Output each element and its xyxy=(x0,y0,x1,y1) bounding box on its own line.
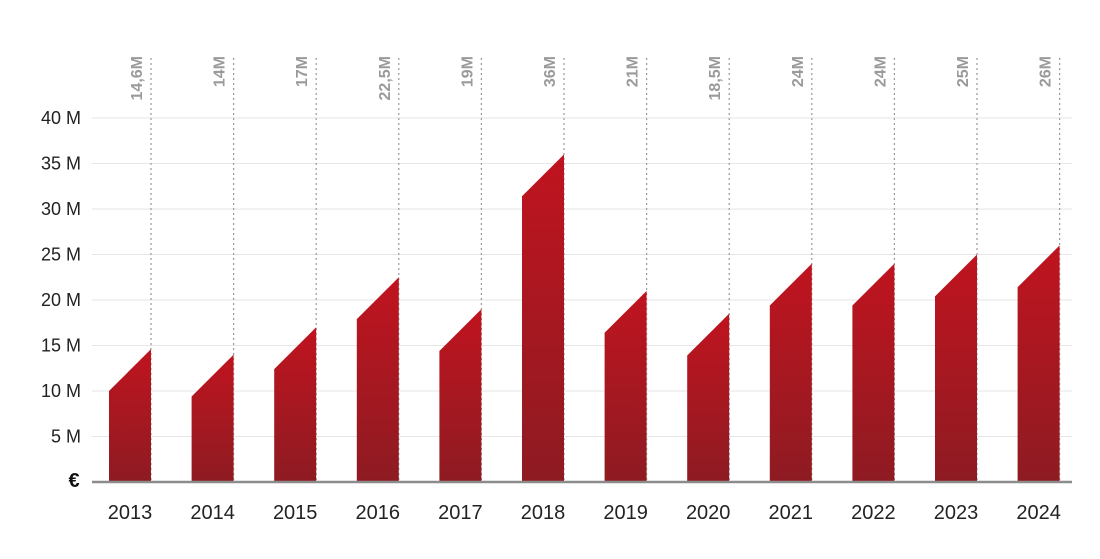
y-tick-label: 10 M xyxy=(41,381,81,401)
bar xyxy=(522,154,564,482)
x-tick-label: 2024 xyxy=(1016,502,1061,524)
y-tick-label: 5 M xyxy=(51,427,81,447)
x-axis-ticks: 2013 2014 2015 2016 2017 2018 2019 2020 2021 2022… xyxy=(108,502,1061,524)
x-tick-label: 2022 xyxy=(851,502,896,524)
bar xyxy=(109,349,151,482)
y-tick-label: 30 M xyxy=(41,199,81,219)
bars xyxy=(109,154,1060,482)
x-tick-label: 2017 xyxy=(438,502,483,524)
x-tick-label: 2015 xyxy=(273,502,318,524)
data-label: 18,5M xyxy=(707,56,724,100)
x-tick-label: 2023 xyxy=(934,502,979,524)
x-tick-label: 2021 xyxy=(769,502,814,524)
x-tick-label: 2013 xyxy=(108,502,153,524)
y-tick-label: 20 M xyxy=(41,290,81,310)
bar xyxy=(274,327,317,482)
bar xyxy=(935,254,977,482)
data-label: 19M xyxy=(459,56,476,87)
data-label: 24M xyxy=(790,56,807,87)
data-label: 21M xyxy=(625,56,642,87)
bar xyxy=(852,263,895,482)
bar xyxy=(191,354,234,482)
data-label: 14,6M xyxy=(129,56,146,100)
currency-unit-label: € xyxy=(68,470,79,492)
bar xyxy=(439,309,482,482)
data-label: 26M xyxy=(1038,56,1055,87)
bar xyxy=(1017,245,1060,482)
y-tick-label: 35 M xyxy=(41,154,81,174)
y-tick-label: 25 M xyxy=(41,245,81,265)
data-label: 36M xyxy=(542,56,559,87)
x-tick-label: 2020 xyxy=(686,502,731,524)
x-tick-label: 2014 xyxy=(190,502,235,524)
x-tick-label: 2016 xyxy=(356,502,401,524)
bar xyxy=(356,277,399,482)
data-label: 24M xyxy=(872,56,889,87)
bar xyxy=(604,290,647,482)
x-tick-label: 2019 xyxy=(603,502,648,524)
y-axis-ticks: 5 M 10 M 15 M 20 M 25 M 30 M 35 M 40 M xyxy=(41,108,81,447)
data-label: 25M xyxy=(955,56,972,87)
data-labels: 14,6M 14M 17M 22,5M 19M 36M 21M 18,5M 24M 24M 25M 2… xyxy=(129,56,1055,100)
grid-lines xyxy=(92,117,1072,437)
data-label: 22,5M xyxy=(377,56,394,100)
bar xyxy=(687,313,730,482)
y-tick-label: 40 M xyxy=(41,108,81,128)
y-tick-label: 15 M xyxy=(41,336,81,356)
data-label: 14M xyxy=(212,56,229,87)
data-label: 17M xyxy=(294,56,311,87)
bar xyxy=(769,263,812,482)
x-tick-label: 2018 xyxy=(521,502,566,524)
